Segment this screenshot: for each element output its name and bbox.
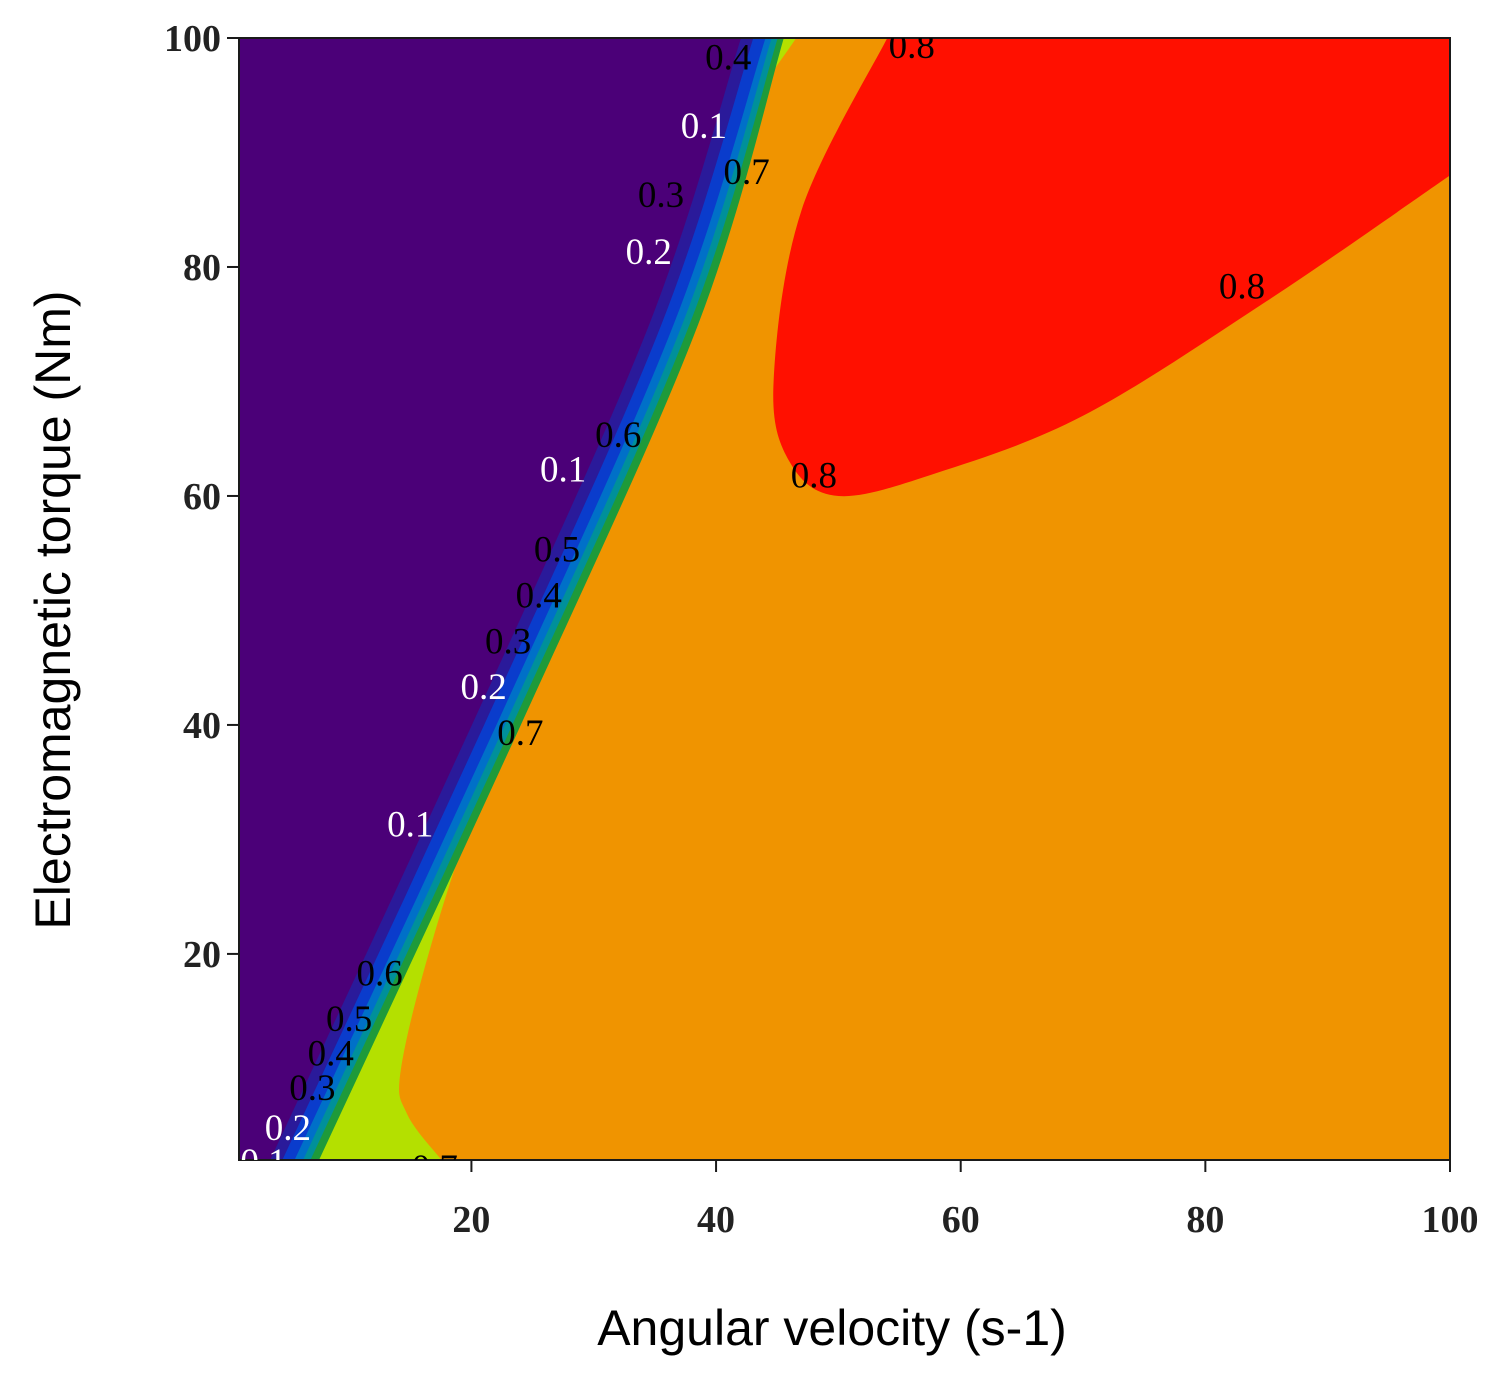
contour-label: 0.1 bbox=[681, 106, 727, 147]
contour-label: 0.4 bbox=[516, 575, 562, 616]
y-tick-label: 40 bbox=[183, 705, 221, 747]
contour-label: 0.3 bbox=[485, 621, 531, 662]
contour-labels: 0.10.40.70.30.20.60.10.50.40.30.20.70.10… bbox=[240, 26, 1265, 1189]
contour-label: 0.7 bbox=[412, 1148, 458, 1189]
contour-label: 0.8 bbox=[889, 26, 935, 67]
contour-label: 0.3 bbox=[289, 1068, 335, 1109]
contour-label: 0.1 bbox=[540, 450, 586, 491]
x-tick-label: 60 bbox=[942, 1199, 980, 1241]
contour-label: 0.7 bbox=[497, 713, 543, 754]
y-tick-label: 20 bbox=[183, 934, 221, 976]
plot-area bbox=[239, 38, 1450, 1160]
contour-label: 0.4 bbox=[705, 37, 751, 78]
contour-label: 0.8 bbox=[791, 455, 837, 496]
contour-label: 0.5 bbox=[326, 999, 372, 1040]
y-tick-label: 80 bbox=[183, 247, 221, 289]
plot-frame bbox=[238, 37, 1451, 1161]
contour-label: 0.6 bbox=[595, 415, 641, 456]
x-axis-title: Angular velocity (s-1) bbox=[597, 1300, 1067, 1356]
contour-label: 0.2 bbox=[626, 232, 672, 273]
axes: 20 40 60 80 100 20 40 60 80 100 bbox=[164, 18, 1479, 1241]
x-tick-label: 80 bbox=[1186, 1199, 1224, 1241]
region-above-0.8 bbox=[773, 38, 1450, 497]
contour-label: 0.8 bbox=[1219, 266, 1265, 307]
contour-label: 0.3 bbox=[638, 175, 684, 216]
x-tick-label: 40 bbox=[697, 1199, 735, 1241]
y-axis-title: Electromagnetic torque (Nm) bbox=[25, 290, 81, 929]
contour-label: 0.2 bbox=[265, 1108, 311, 1149]
y-tick-label: 60 bbox=[183, 476, 221, 518]
y-tick-label: 100 bbox=[164, 18, 221, 60]
contour-label: 0.4 bbox=[308, 1033, 354, 1074]
contour-label: 0.1 bbox=[240, 1142, 286, 1183]
contour-label: 0.5 bbox=[534, 530, 580, 571]
contour-label: 0.6 bbox=[357, 953, 403, 994]
x-tick-label: 100 bbox=[1422, 1199, 1479, 1241]
contour-label: 0.1 bbox=[387, 804, 433, 845]
x-tick-label: 20 bbox=[452, 1199, 490, 1241]
contour-label: 0.2 bbox=[461, 667, 507, 708]
region-below_0.1 bbox=[239, 38, 741, 1160]
contour-label: 0.7 bbox=[724, 152, 770, 193]
